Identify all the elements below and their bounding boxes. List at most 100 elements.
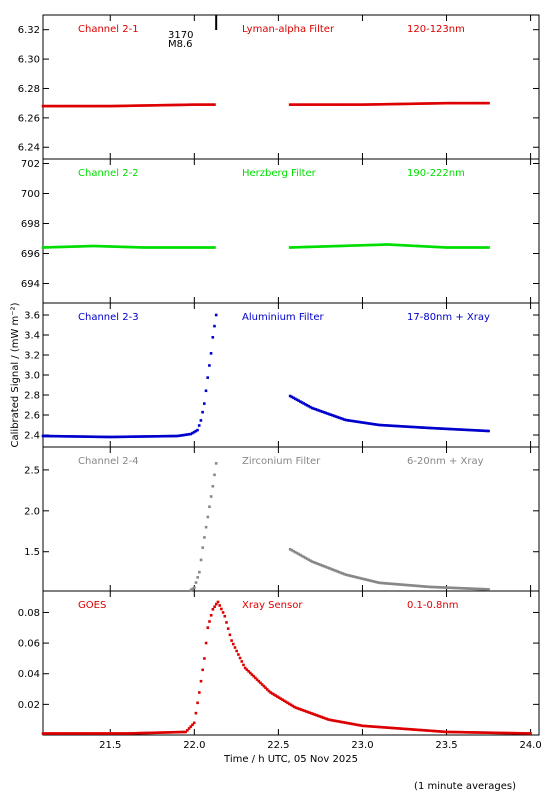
data-point	[230, 639, 233, 642]
data-point	[271, 692, 274, 695]
data-point	[388, 582, 392, 586]
data-point	[454, 730, 458, 734]
data-point	[361, 103, 365, 106]
data-point	[416, 102, 419, 105]
data-point	[424, 102, 428, 105]
data-point	[393, 582, 397, 586]
data-point	[431, 426, 434, 430]
data-point	[97, 435, 101, 439]
data-point	[468, 731, 471, 734]
data-point	[293, 246, 297, 249]
data-point	[72, 732, 75, 735]
data-point	[372, 725, 376, 728]
data-point	[395, 243, 399, 247]
data-point	[480, 731, 483, 734]
y-tick-label: 2.6	[24, 411, 40, 422]
data-point	[196, 103, 199, 106]
y-tick-label: 2.0	[24, 506, 40, 517]
data-point	[135, 245, 138, 249]
data-point	[338, 244, 341, 248]
data-point	[483, 429, 487, 433]
data-point	[334, 569, 338, 573]
data-point	[310, 406, 314, 410]
data-point	[487, 588, 490, 591]
data-point	[463, 428, 467, 432]
data-point	[448, 586, 451, 590]
data-point	[191, 431, 194, 435]
data-point	[416, 425, 419, 429]
data-point	[360, 244, 363, 247]
data-point	[400, 243, 404, 247]
data-point	[315, 408, 319, 412]
data-point	[348, 574, 351, 577]
y-tick-label: 0.04	[18, 669, 40, 680]
data-point	[204, 103, 208, 106]
data-point	[136, 104, 140, 107]
data-point	[113, 732, 116, 735]
data-point	[370, 243, 373, 247]
data-point	[187, 727, 191, 730]
data-point	[157, 731, 160, 734]
data-point	[199, 246, 203, 249]
data-point	[417, 426, 421, 429]
data-point	[482, 246, 485, 249]
data-point	[475, 587, 478, 591]
data-point	[152, 731, 155, 735]
data-point	[527, 732, 531, 735]
data-point	[208, 246, 211, 249]
data-point	[290, 103, 294, 106]
data-point	[371, 725, 374, 728]
data-point	[392, 243, 395, 247]
data-point	[181, 730, 184, 734]
data-point	[375, 243, 378, 247]
data-point	[481, 731, 485, 734]
data-point	[179, 730, 182, 734]
data-point	[170, 730, 174, 734]
data-point	[458, 101, 462, 105]
data-point	[503, 731, 507, 735]
data-point	[133, 435, 136, 438]
data-point	[87, 244, 91, 248]
data-point	[312, 560, 316, 564]
data-point	[520, 732, 524, 735]
data-point	[449, 427, 453, 431]
data-point	[295, 398, 299, 402]
data-point	[209, 246, 213, 249]
data-point	[203, 536, 206, 539]
data-point	[145, 104, 148, 107]
data-point	[153, 731, 157, 735]
data-point	[177, 246, 181, 249]
data-point	[223, 614, 227, 618]
data-point	[70, 104, 74, 108]
data-point	[475, 101, 478, 105]
data-point	[153, 104, 157, 107]
data-point	[349, 574, 353, 578]
data-point	[213, 473, 216, 477]
y-tick-label: 6.24	[18, 143, 40, 154]
data-point	[465, 587, 468, 590]
data-point	[446, 246, 450, 249]
data-point	[346, 103, 350, 106]
data-point	[421, 102, 424, 105]
data-point	[449, 246, 453, 249]
data-point	[375, 103, 378, 106]
x-tick-label: 23.5	[435, 740, 457, 751]
data-point	[237, 653, 240, 656]
data-point	[341, 572, 345, 575]
data-point	[321, 410, 324, 413]
data-point	[84, 435, 87, 438]
data-point	[473, 587, 477, 591]
data-point	[53, 245, 57, 249]
data-point	[459, 730, 463, 734]
data-point	[412, 728, 415, 731]
data-point	[43, 434, 46, 438]
data-point	[310, 560, 314, 563]
data-point	[53, 434, 57, 438]
data-point	[170, 434, 174, 438]
data-point	[131, 732, 135, 735]
data-point	[471, 101, 475, 105]
data-point	[388, 102, 392, 106]
data-point	[451, 101, 455, 105]
data-point	[478, 429, 482, 432]
channel-label: Channel 2-4	[78, 456, 139, 467]
